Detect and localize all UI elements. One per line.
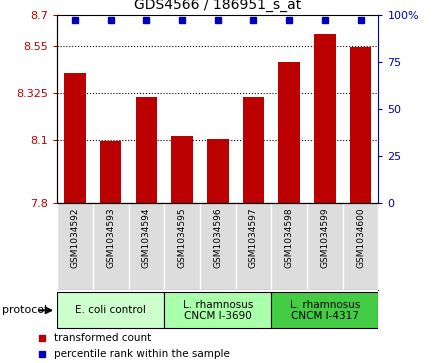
Text: protocol: protocol bbox=[2, 305, 48, 315]
Text: GSM1034595: GSM1034595 bbox=[178, 208, 187, 268]
Text: L. rhamnosus
CNCM I-4317: L. rhamnosus CNCM I-4317 bbox=[290, 299, 360, 321]
Bar bbox=[279, 62, 300, 203]
Bar bbox=[100, 142, 121, 203]
Text: GSM1034597: GSM1034597 bbox=[249, 208, 258, 268]
Bar bbox=[57, 293, 164, 328]
Text: E. coli control: E. coli control bbox=[75, 305, 146, 315]
Text: GSM1034596: GSM1034596 bbox=[213, 208, 222, 268]
Text: GSM1034593: GSM1034593 bbox=[106, 208, 115, 268]
Text: GSM1034599: GSM1034599 bbox=[320, 208, 330, 268]
Text: GSM1034594: GSM1034594 bbox=[142, 208, 151, 268]
Bar bbox=[271, 293, 378, 328]
Bar bbox=[243, 97, 264, 203]
Bar bbox=[172, 136, 193, 203]
Bar bbox=[314, 34, 336, 203]
Title: GDS4566 / 186951_s_at: GDS4566 / 186951_s_at bbox=[134, 0, 301, 12]
Text: GSM1034600: GSM1034600 bbox=[356, 208, 365, 268]
Bar bbox=[64, 73, 86, 203]
Text: GSM1034592: GSM1034592 bbox=[70, 208, 80, 268]
Bar bbox=[350, 47, 371, 203]
Text: L. rhamnosus
CNCM I-3690: L. rhamnosus CNCM I-3690 bbox=[183, 299, 253, 321]
Text: GSM1034598: GSM1034598 bbox=[285, 208, 293, 268]
Text: transformed count: transformed count bbox=[54, 333, 151, 343]
Bar bbox=[207, 139, 228, 203]
Bar bbox=[136, 97, 157, 203]
Text: percentile rank within the sample: percentile rank within the sample bbox=[54, 348, 230, 359]
Bar bbox=[164, 293, 271, 328]
